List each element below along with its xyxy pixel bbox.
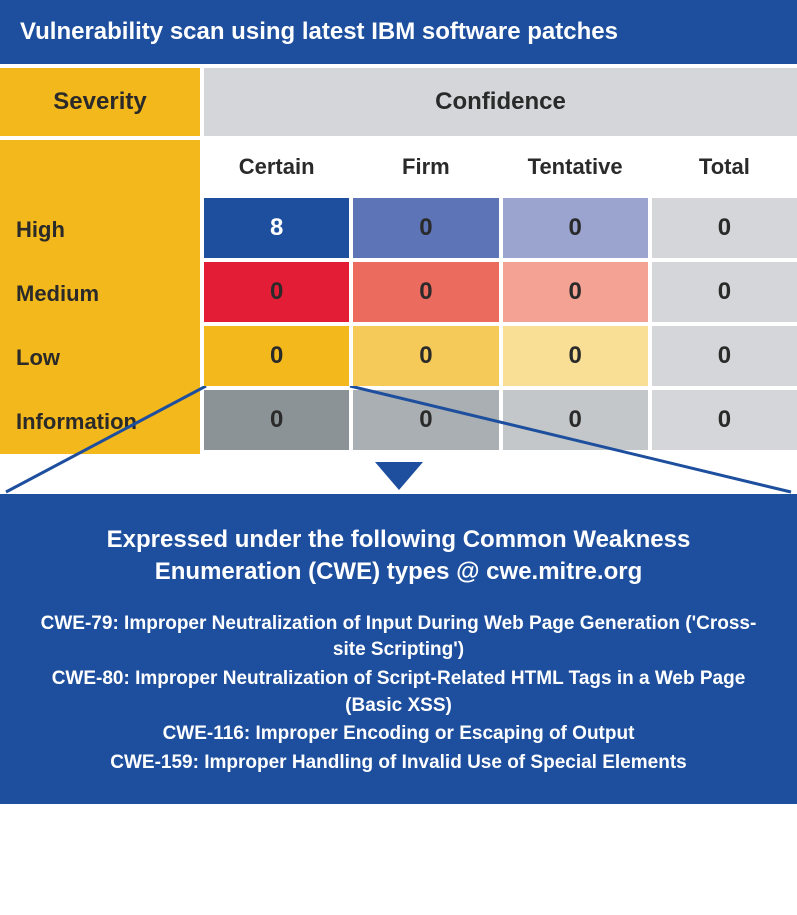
matrix-cell: 0 — [503, 198, 648, 258]
matrix-cell: 0 — [353, 262, 498, 322]
cwe-details-box: Expressed under the following Common Wea… — [0, 494, 797, 804]
cwe-item: CWE-116: Improper Encoding or Escaping o… — [30, 721, 767, 748]
severity-confidence-matrix: Severity Confidence HighMediumLowInforma… — [0, 68, 797, 454]
severity-label: Information — [0, 390, 200, 454]
data-row: 0000 — [204, 262, 797, 322]
confidence-labels-row: CertainFirmTentativeTotal — [204, 140, 797, 194]
cwe-item: CWE-80: Improper Neutralization of Scrip… — [30, 666, 767, 719]
matrix-cell: 0 — [353, 198, 498, 258]
matrix-cell: 0 — [503, 390, 648, 450]
matrix-cell: 0 — [204, 390, 349, 450]
vulnerability-scan-infographic: Vulnerability scan using latest IBM soft… — [0, 0, 797, 804]
severity-label: Medium — [0, 262, 200, 326]
matrix-cell: 0 — [503, 326, 648, 386]
matrix-cell: 0 — [652, 390, 797, 450]
title-bar: Vulnerability scan using latest IBM soft… — [0, 0, 797, 64]
severity-column: HighMediumLowInformation — [0, 140, 200, 454]
matrix-cell: 0 — [652, 198, 797, 258]
matrix-cell: 0 — [353, 326, 498, 386]
matrix-cell: 0 — [204, 326, 349, 386]
matrix-cell: 8 — [204, 198, 349, 258]
callout-triangle-icon — [375, 462, 423, 490]
callout-connector — [0, 454, 797, 494]
confidence-label: Certain — [204, 140, 349, 194]
matrix-cell: 0 — [503, 262, 648, 322]
matrix-cell: 0 — [353, 390, 498, 450]
cwe-item: CWE-159: Improper Handling of Invalid Us… — [30, 750, 767, 777]
matrix-cell: 0 — [652, 326, 797, 386]
data-area: CertainFirmTentativeTotal 80000000000000… — [204, 140, 797, 454]
matrix-cell: 0 — [204, 262, 349, 322]
severity-label: Low — [0, 326, 200, 390]
cwe-details-heading: Expressed under the following Common Wea… — [30, 524, 767, 589]
data-row: 0000 — [204, 326, 797, 386]
confidence-header: Confidence — [204, 68, 797, 136]
confidence-label: Total — [652, 140, 797, 194]
data-row: 0000 — [204, 390, 797, 450]
data-row: 8000 — [204, 198, 797, 258]
cwe-item: CWE-79: Improper Neutralization of Input… — [30, 611, 767, 664]
matrix-cell: 0 — [652, 262, 797, 322]
confidence-label: Tentative — [503, 140, 648, 194]
severity-spacer — [0, 140, 200, 198]
confidence-label: Firm — [353, 140, 498, 194]
severity-label: High — [0, 198, 200, 262]
severity-header: Severity — [0, 68, 200, 136]
